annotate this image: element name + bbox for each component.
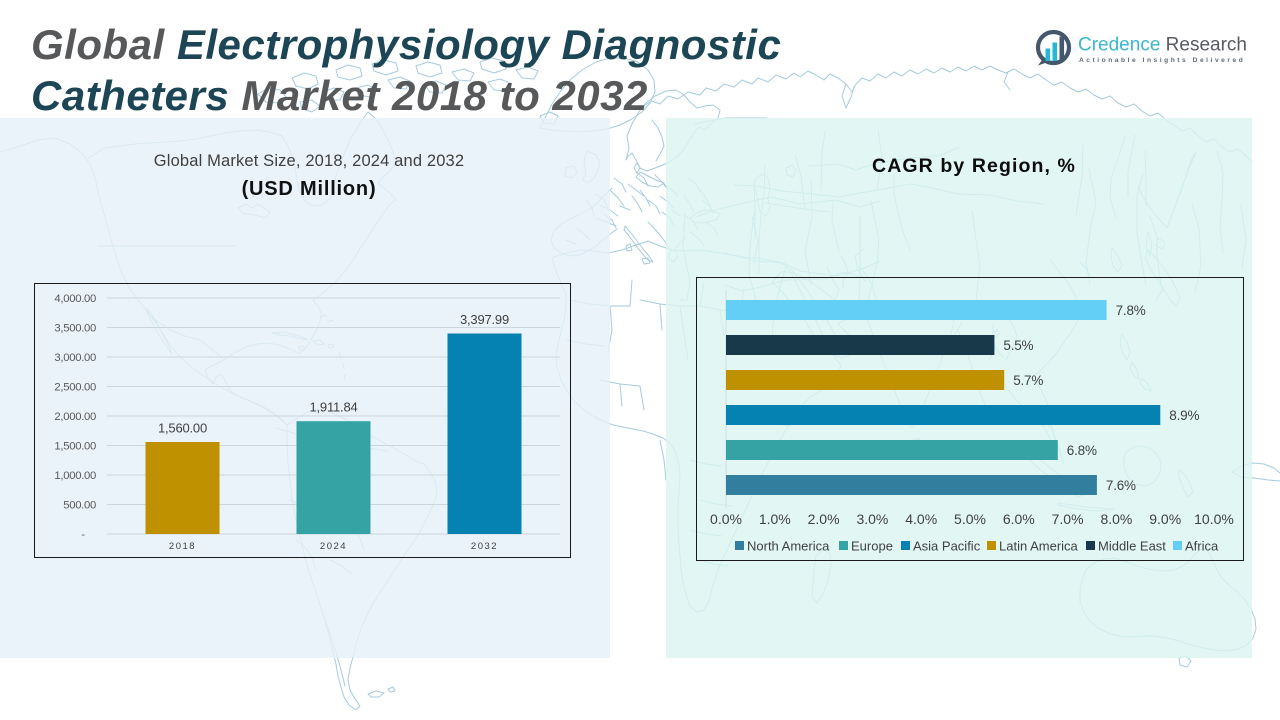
svg-text:Middle East: Middle East: [1098, 539, 1166, 554]
svg-text:6.0%: 6.0%: [1003, 511, 1035, 527]
svg-text:1,911.84: 1,911.84: [309, 400, 357, 415]
svg-text:Latin America: Latin America: [999, 539, 1079, 554]
svg-text:2032: 2032: [471, 541, 498, 552]
svg-text:North America: North America: [747, 539, 830, 554]
svg-text:7.6%: 7.6%: [1106, 478, 1136, 493]
svg-text:Actionable Insights Delivered: Actionable Insights Delivered: [1079, 57, 1245, 64]
svg-text:6.8%: 6.8%: [1067, 443, 1097, 458]
svg-text:3,000.00: 3,000.00: [54, 352, 96, 364]
svg-text:1.0%: 1.0%: [759, 511, 791, 527]
svg-text:3,397.99: 3,397.99: [460, 312, 509, 327]
svg-text:Credence Research: Credence Research: [1078, 35, 1247, 56]
svg-text:Europe: Europe: [851, 539, 893, 554]
svg-text:7.8%: 7.8%: [1116, 303, 1146, 318]
svg-text:2018: 2018: [169, 541, 196, 552]
svg-text:1,560.00: 1,560.00: [158, 421, 207, 436]
svg-text:-: -: [81, 529, 85, 541]
svg-text:2,500.00: 2,500.00: [54, 382, 96, 394]
svg-text:500.00: 500.00: [63, 500, 96, 512]
svg-text:8.9%: 8.9%: [1169, 408, 1199, 423]
svg-text:3,500.00: 3,500.00: [54, 323, 96, 335]
svg-text:0.0%: 0.0%: [710, 511, 742, 527]
svg-text:1,500.00: 1,500.00: [54, 441, 96, 453]
svg-text:3.0%: 3.0%: [856, 511, 888, 527]
svg-text:Asia Pacific: Asia Pacific: [913, 539, 981, 554]
svg-text:Africa: Africa: [1185, 539, 1219, 554]
svg-text:10.0%: 10.0%: [1194, 511, 1234, 527]
svg-text:7.0%: 7.0%: [1052, 511, 1084, 527]
svg-text:4.0%: 4.0%: [905, 511, 937, 527]
svg-text:8.0%: 8.0%: [1100, 511, 1132, 527]
svg-text:5.0%: 5.0%: [954, 511, 986, 527]
svg-text:2.0%: 2.0%: [808, 511, 840, 527]
svg-text:2,000.00: 2,000.00: [54, 411, 96, 423]
svg-text:2024: 2024: [320, 541, 347, 552]
svg-text:1,000.00: 1,000.00: [54, 470, 96, 482]
svg-text:9.0%: 9.0%: [1149, 511, 1181, 527]
svg-text:5.5%: 5.5%: [1003, 338, 1033, 353]
svg-text:5.7%: 5.7%: [1013, 373, 1043, 388]
svg-text:4,000.00: 4,000.00: [54, 293, 96, 305]
